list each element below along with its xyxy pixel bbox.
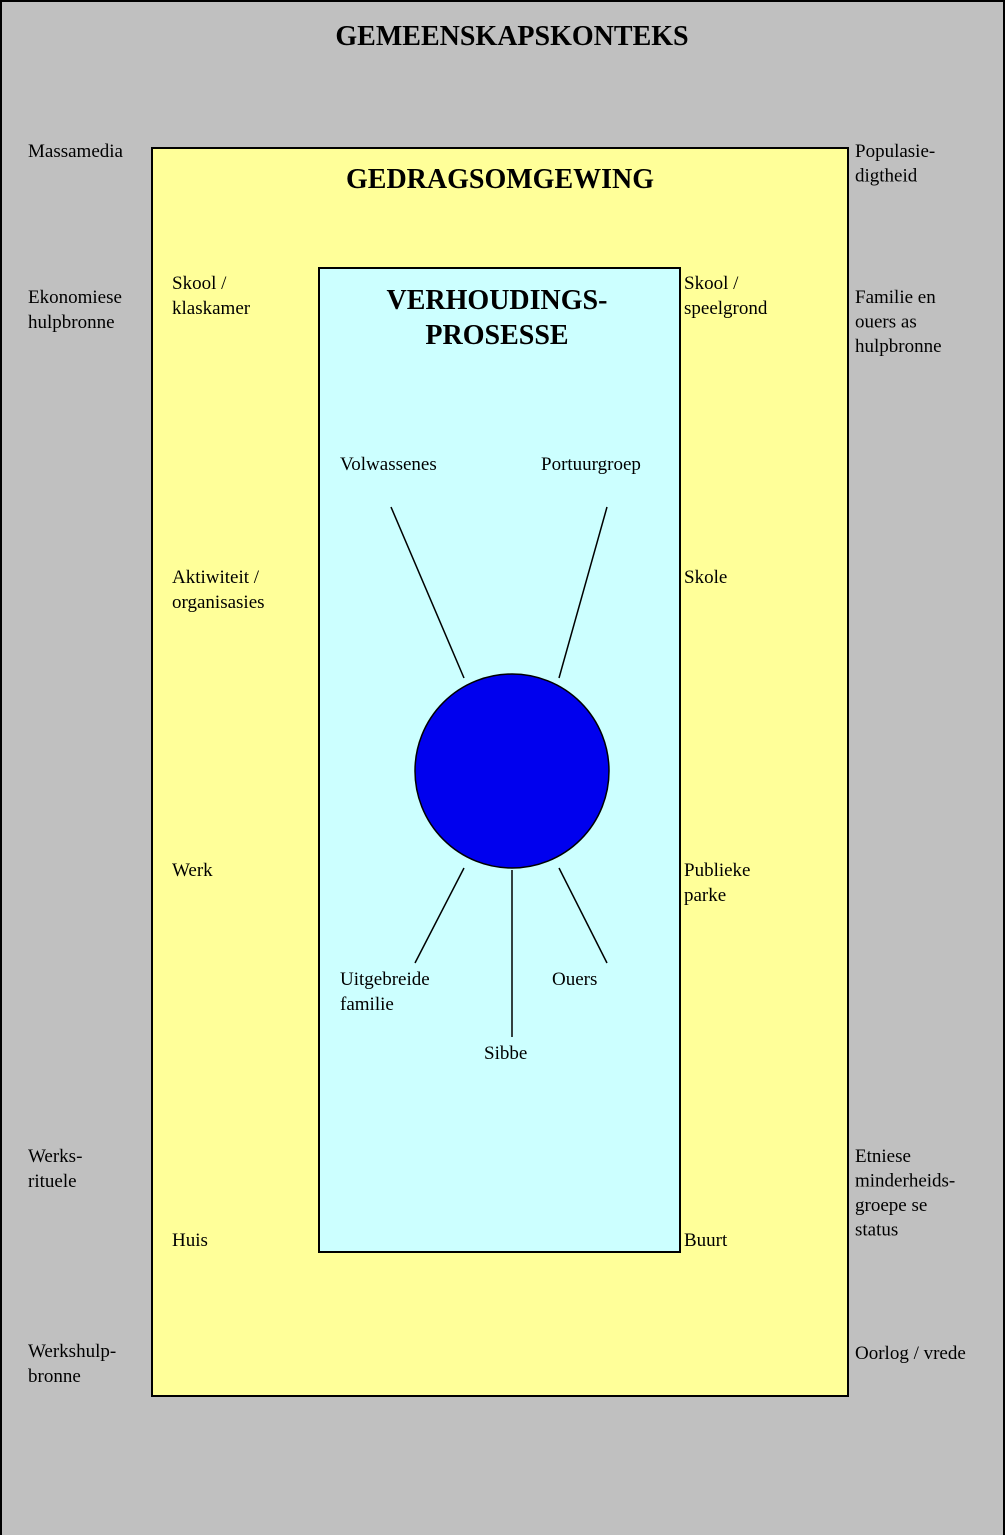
community-label: Werks-rituele	[28, 1146, 82, 1192]
community-label: Familie en ouers as hulpbronne	[855, 287, 942, 357]
community-label-line: digtheid	[855, 166, 918, 187]
community-label: Massamedia	[28, 141, 124, 162]
behavior-label: Publieke parke	[684, 860, 751, 906]
relation-node: Ouers	[552, 969, 597, 990]
relation-node: Sibbe	[484, 1043, 527, 1064]
behavior-label: Werk	[172, 860, 213, 881]
behavior-label: Huis	[172, 1230, 208, 1251]
behavior-label-line: Skool /	[684, 273, 739, 294]
community-label-line: hulpbronne	[28, 312, 115, 333]
community-label-line: groepe se	[855, 1195, 927, 1216]
relation-node: Portuurgroep	[541, 454, 641, 475]
community-label-line: rituele	[28, 1171, 77, 1192]
connector	[558, 506, 608, 679]
behavior-label-line: Skole	[684, 567, 727, 588]
community-label-line: Ekonomiese	[28, 287, 122, 308]
behavior-label: Skole	[684, 567, 727, 588]
relations-title-line: VERHOUDINGS-	[387, 285, 608, 316]
community-label-line: hulpbronne	[855, 336, 942, 357]
community-label: Oorlog / vrede	[855, 1343, 966, 1364]
center-circle	[414, 673, 610, 869]
behavior-label: Buurt	[684, 1230, 728, 1251]
community-label-line: bronne	[28, 1366, 81, 1387]
behavior-label: Skool / speelgrond	[684, 273, 768, 319]
community-label-line: Massamedia	[28, 141, 124, 162]
relation-node-line: familie	[340, 994, 394, 1015]
relations-title: VERHOUDINGS- PROSESSE	[387, 285, 608, 351]
community-label-line: minderheids-	[855, 1171, 955, 1192]
community-label-line: Etniese	[855, 1146, 911, 1167]
relation-node-line: Sibbe	[484, 1043, 527, 1064]
community-label-line: Populasie-	[855, 141, 935, 162]
community-label-line: Werkshulp-	[28, 1341, 116, 1362]
community-label-line: ouers as	[855, 312, 917, 333]
relation-node-line: Ouers	[552, 969, 597, 990]
behavior-label-line: speelgrond	[684, 298, 768, 319]
relation-node-line: Volwassenes	[340, 454, 437, 475]
connector	[414, 867, 465, 964]
behavior-label-line: Skool /	[172, 273, 227, 294]
community-label: Ekonomiese hulpbronne	[28, 287, 122, 333]
behavior-label-line: Aktiwiteit /	[172, 567, 260, 588]
relations-title-line: PROSESSE	[425, 320, 568, 351]
relation-node-line: Portuurgroep	[541, 454, 641, 475]
relation-node-line: Uitgebreide	[340, 969, 430, 990]
community-label-line: status	[855, 1220, 898, 1241]
community-label-line: Oorlog / vrede	[855, 1343, 966, 1364]
connector	[390, 506, 465, 679]
community-label-line: Werks-	[28, 1146, 82, 1167]
behavior-label: Aktiwiteit / organisasies	[172, 567, 265, 613]
connectors	[390, 506, 608, 1037]
behavior-label-line: Werk	[172, 860, 213, 881]
behavior-label-line: klaskamer	[172, 298, 251, 319]
behavior-label-line: parke	[684, 885, 726, 906]
community-label-line: Familie en	[855, 287, 936, 308]
community-label: Werkshulp-bronne	[28, 1341, 116, 1387]
community-label: Etniese minderheids-groepe se status	[855, 1146, 955, 1241]
community-label: Populasie-digtheid	[855, 141, 935, 187]
behavior-label-line: Publieke	[684, 860, 751, 881]
relation-node: Uitgebreide familie	[340, 969, 430, 1015]
behavior-title: GEDRAGSOMGEWING	[346, 164, 654, 195]
behavior-label-line: organisasies	[172, 592, 265, 613]
relation-node: Volwassenes	[340, 454, 437, 475]
behavior-label-line: Buurt	[684, 1230, 728, 1251]
community-title: GEMEENSKAPSKONTEKS	[335, 21, 688, 52]
behavior-label: Skool / klaskamer	[172, 273, 251, 319]
behavior-label-line: Huis	[172, 1230, 208, 1251]
connector	[558, 867, 608, 964]
